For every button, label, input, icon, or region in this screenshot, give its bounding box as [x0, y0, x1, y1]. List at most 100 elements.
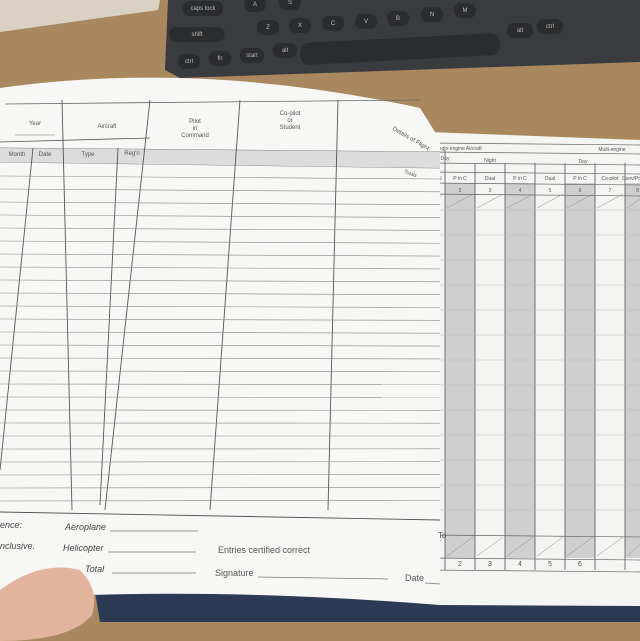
- column-number: 6: [579, 188, 582, 194]
- diagonal-line: [506, 193, 534, 209]
- row-line: [427, 534, 640, 538]
- key: [279, 0, 301, 10]
- key: [273, 43, 297, 58]
- key: [244, 0, 266, 12]
- date-blank: [424, 582, 441, 585]
- diagonal-line: [506, 536, 534, 557]
- year-label: Year: [29, 121, 41, 127]
- key: [178, 54, 200, 69]
- row-line: [0, 357, 441, 360]
- row-line: [0, 331, 441, 334]
- diagonal-line: [566, 193, 594, 209]
- shaded-column: [505, 183, 535, 558]
- diagonal-line: [596, 193, 624, 209]
- key: [257, 20, 279, 35]
- column-header: P in C: [573, 176, 587, 182]
- shaded-column: [445, 183, 475, 558]
- key-label: N: [430, 12, 434, 18]
- row-line: [0, 240, 441, 244]
- column-header: P in C: [513, 176, 527, 182]
- key-label: alt: [517, 28, 524, 34]
- key: [209, 51, 231, 66]
- key-label: ctrl: [185, 59, 193, 65]
- diagonal-line: [476, 193, 504, 209]
- diagonal-line: [446, 536, 474, 557]
- diagonal-line: [536, 193, 564, 209]
- finger: [0, 567, 95, 641]
- key-label: A: [253, 2, 257, 8]
- column-divider: [327, 99, 339, 511]
- column-number: 8: [636, 188, 639, 194]
- key: [507, 23, 533, 38]
- regn-label: Reg'n: [124, 151, 140, 157]
- row-line: [427, 557, 640, 561]
- key-label: V: [364, 19, 368, 25]
- key-label: C: [331, 21, 336, 27]
- column-divider: [104, 99, 151, 511]
- column-divider: [0, 147, 34, 471]
- row-line: [0, 344, 441, 347]
- day-label: Day: [441, 156, 450, 162]
- key-label: X: [298, 23, 302, 29]
- key: [421, 7, 443, 22]
- footer-column-number: 5: [548, 561, 552, 568]
- column-number: 2: [459, 188, 462, 194]
- key-label: ctrl: [546, 24, 554, 30]
- column-divider: [209, 99, 241, 511]
- pilot-in-command-label: in: [193, 126, 198, 132]
- column-header: P in C: [453, 176, 467, 182]
- diagonal-line: [536, 536, 564, 557]
- shaded-column: [625, 183, 640, 558]
- key-label: M: [463, 8, 468, 14]
- key-label: B: [396, 16, 400, 22]
- row-line: [427, 151, 640, 155]
- column-header: Conv/Practice: [622, 176, 640, 182]
- subheader-line: [0, 137, 151, 143]
- row-line: [0, 383, 441, 385]
- footer-column-number: 3: [488, 561, 492, 568]
- column-header: Dual: [545, 176, 555, 182]
- copilot-label: or: [287, 118, 292, 124]
- row-line: [0, 227, 441, 231]
- row-line: [0, 318, 441, 321]
- key-label: S: [288, 0, 292, 6]
- diagonal-line: [446, 193, 474, 209]
- row-line: [427, 193, 640, 197]
- date-signed-label: Date: [405, 573, 424, 583]
- column-divider: [61, 99, 73, 511]
- key: [240, 48, 264, 63]
- key-label: caps lock: [190, 6, 216, 12]
- aeroplane-label: Aeroplane: [64, 522, 106, 532]
- column-header: Co-pilot: [601, 176, 619, 182]
- column-number: 4: [519, 188, 522, 194]
- pilot-in-command-label: Pilot: [189, 119, 201, 125]
- column-divider: [99, 147, 119, 506]
- pilot-in-command-label: Command: [181, 133, 209, 139]
- diagonal-line: [626, 199, 640, 209]
- row-line: [0, 305, 441, 308]
- key: [387, 11, 409, 26]
- day-multi-label: Day: [579, 159, 588, 165]
- copilot-label: Co-pilot: [280, 111, 301, 117]
- row-line: [0, 370, 441, 373]
- diagonal-line: [596, 536, 624, 557]
- diagonal-line: [476, 536, 504, 557]
- row-line: [427, 569, 640, 573]
- experience-label: ence:: [0, 520, 23, 530]
- diagonal-line: [566, 536, 594, 557]
- multi-engine-label: Multi-engine: [598, 147, 625, 153]
- inclusive-label: nclusive.: [0, 541, 35, 551]
- key-label: shift: [191, 32, 202, 38]
- key: [355, 14, 377, 29]
- diagonal-line: [626, 543, 640, 557]
- row-line: [0, 279, 441, 283]
- row-line: [427, 142, 640, 146]
- row-line: [0, 266, 441, 270]
- row-line: [427, 162, 640, 166]
- row-line: [0, 175, 441, 180]
- totals-fragment-label: To: [438, 531, 447, 540]
- aircraft-label: Aircraft: [97, 124, 116, 130]
